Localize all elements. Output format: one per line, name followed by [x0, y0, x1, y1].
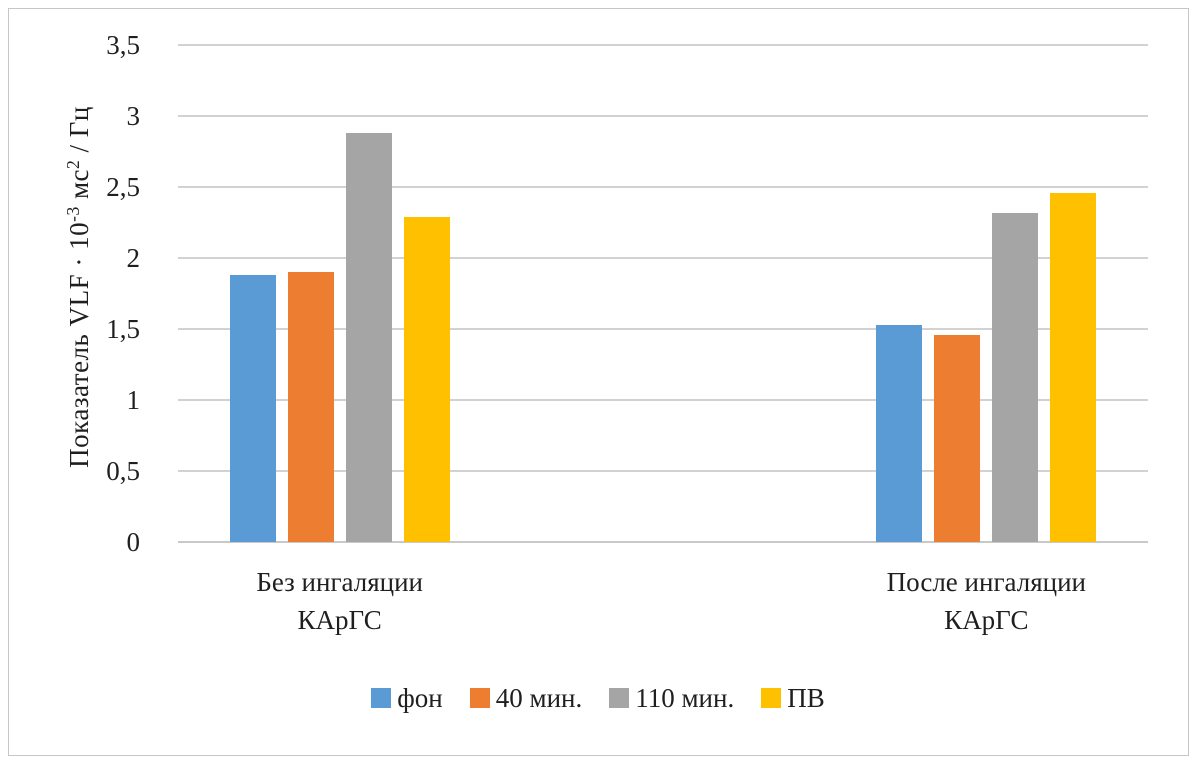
bar-series-4-category-1 [403, 216, 450, 542]
legend-item-4: ПВ [761, 683, 825, 713]
legend-label: ПВ [787, 683, 825, 713]
y-axis-title-superscript: 2 [63, 159, 84, 169]
legend-swatch-icon [469, 688, 490, 708]
legend-swatch-icon [371, 688, 392, 708]
y-tick-label: 2 [126, 243, 141, 273]
gridline [178, 257, 1148, 259]
y-tick-label: 3 [126, 101, 141, 131]
legend-label: фон [397, 683, 443, 713]
y-tick-label: 1,5 [106, 314, 140, 344]
category-label-1: Без ингаляции КАрГС [256, 567, 423, 635]
x-axis-line [178, 541, 1148, 543]
gridline [178, 44, 1148, 46]
bar-series-2-category-1 [287, 272, 334, 542]
bar-series-2-category-2 [934, 334, 981, 542]
bar-series-1-category-1 [229, 275, 276, 542]
legend-label: 40 мин. [495, 683, 583, 713]
y-tick-label: 2,5 [106, 172, 140, 202]
gridline [178, 186, 1148, 188]
gridline [178, 399, 1148, 401]
gridline [178, 470, 1148, 472]
y-tick-label: 0,5 [106, 456, 140, 486]
y-tick-label: 0 [126, 527, 141, 557]
gridline [178, 328, 1148, 330]
bar-series-3-category-1 [345, 133, 392, 542]
legend: фон 40 мин. 110 мин. ПВ [0, 683, 1196, 713]
bar-series-4-category-2 [1050, 192, 1097, 542]
legend-label: 110 мин. [635, 683, 735, 713]
bar-series-1-category-2 [876, 324, 923, 542]
category-label-2: После ингаляции КАрГС [886, 567, 1086, 635]
y-axis-title-superscript: -3 [63, 206, 84, 222]
legend-swatch-icon [761, 688, 782, 708]
legend-swatch-icon [609, 688, 630, 708]
plot-area [178, 44, 1148, 543]
legend-item-2: 40 мин. [469, 683, 583, 713]
y-tick-label: 1 [126, 385, 141, 415]
legend-item-1: фон [371, 683, 443, 713]
bar-series-3-category-2 [992, 212, 1039, 542]
y-tick-label: 3,5 [106, 30, 140, 60]
legend-item-3: 110 мин. [609, 683, 734, 713]
gridline [178, 115, 1148, 117]
